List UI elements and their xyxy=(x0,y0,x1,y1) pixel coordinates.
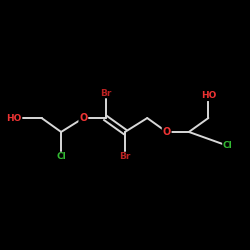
Text: HO: HO xyxy=(201,91,216,100)
Text: O: O xyxy=(162,127,171,137)
Text: Br: Br xyxy=(119,152,131,162)
Text: Cl: Cl xyxy=(223,141,233,150)
Text: O: O xyxy=(79,113,88,123)
Text: Br: Br xyxy=(100,88,111,98)
Text: HO: HO xyxy=(6,114,22,122)
Text: Cl: Cl xyxy=(56,152,66,162)
